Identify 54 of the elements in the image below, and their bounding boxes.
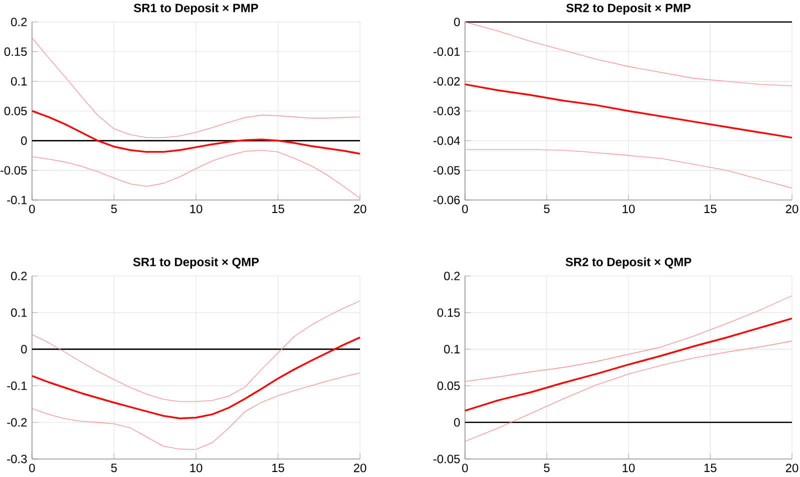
chart-title: SR1 to Deposit × QMP <box>133 257 259 269</box>
x-tick-label: 10 <box>190 464 202 472</box>
y-tick-label: 0 <box>454 18 460 26</box>
y-tick-label: 0.2 <box>11 18 27 26</box>
y-tick-label: 0.2 <box>444 272 460 280</box>
x-tick-label: 15 <box>272 464 284 472</box>
y-tick-label: 0.1 <box>11 77 27 86</box>
y-tick-label: -0.1 <box>7 382 27 390</box>
y-tick-label: -0.04 <box>433 136 460 145</box>
y-tick-label: 0.2 <box>11 272 27 280</box>
x-tick-label: 20 <box>786 464 798 472</box>
y-tick-label: 0.15 <box>4 47 27 56</box>
y-tick-label: 0.15 <box>437 308 460 317</box>
y-tick-label: 0.05 <box>437 382 460 390</box>
x-tick-label: 10 <box>622 204 635 214</box>
chart-title: SR1 to Deposit × PMP <box>134 3 258 15</box>
x-tick-label: 10 <box>190 204 202 214</box>
x-tick-label: 0 <box>29 204 35 214</box>
x-tick-label: 10 <box>622 464 635 472</box>
x-tick-label: 0 <box>462 204 468 214</box>
x-tick-label: 15 <box>272 204 284 214</box>
chart-title: SR2 to Deposit × QMP <box>566 257 692 269</box>
x-tick-label: 20 <box>354 464 366 472</box>
chart-title: SR2 to Deposit × PMP <box>566 3 691 15</box>
y-tick-label: -0.3 <box>7 454 27 464</box>
x-tick-label: 5 <box>111 204 117 214</box>
x-tick-label: 15 <box>704 204 716 214</box>
y-tick-label: -0.2 <box>7 418 27 427</box>
y-tick-label: 0.1 <box>11 308 27 317</box>
line-series <box>464 340 792 442</box>
x-tick-label: 5 <box>544 464 550 472</box>
x-tick-label: 5 <box>544 204 550 214</box>
y-tick-label: 0 <box>454 418 460 427</box>
line-series <box>464 318 793 412</box>
x-tick-label: 15 <box>704 464 716 472</box>
x-tick-label: 5 <box>111 464 117 472</box>
y-tick-label: 0.05 <box>4 106 27 116</box>
line-series <box>32 372 360 450</box>
y-tick-label: -0.01 <box>433 47 460 56</box>
y-tick-label: 0.1 <box>444 344 460 354</box>
x-tick-label: 20 <box>786 204 798 214</box>
y-tick-label: -0.06 <box>433 196 460 204</box>
y-tick-label: -0.03 <box>433 106 460 116</box>
y-tick-label: 0 <box>21 344 27 354</box>
y-tick-label: -0.1 <box>7 196 27 204</box>
line-series <box>32 300 360 402</box>
y-tick-label: -0.05 <box>433 166 460 175</box>
y-tick-label: -0.05 <box>0 166 27 175</box>
x-tick-label: 0 <box>462 464 468 472</box>
y-tick-label: 0 <box>21 136 27 145</box>
x-tick-label: 0 <box>29 464 35 472</box>
y-tick-label: -0.05 <box>433 454 460 464</box>
x-tick-label: 20 <box>354 204 366 214</box>
y-tick-label: -0.02 <box>433 77 460 86</box>
